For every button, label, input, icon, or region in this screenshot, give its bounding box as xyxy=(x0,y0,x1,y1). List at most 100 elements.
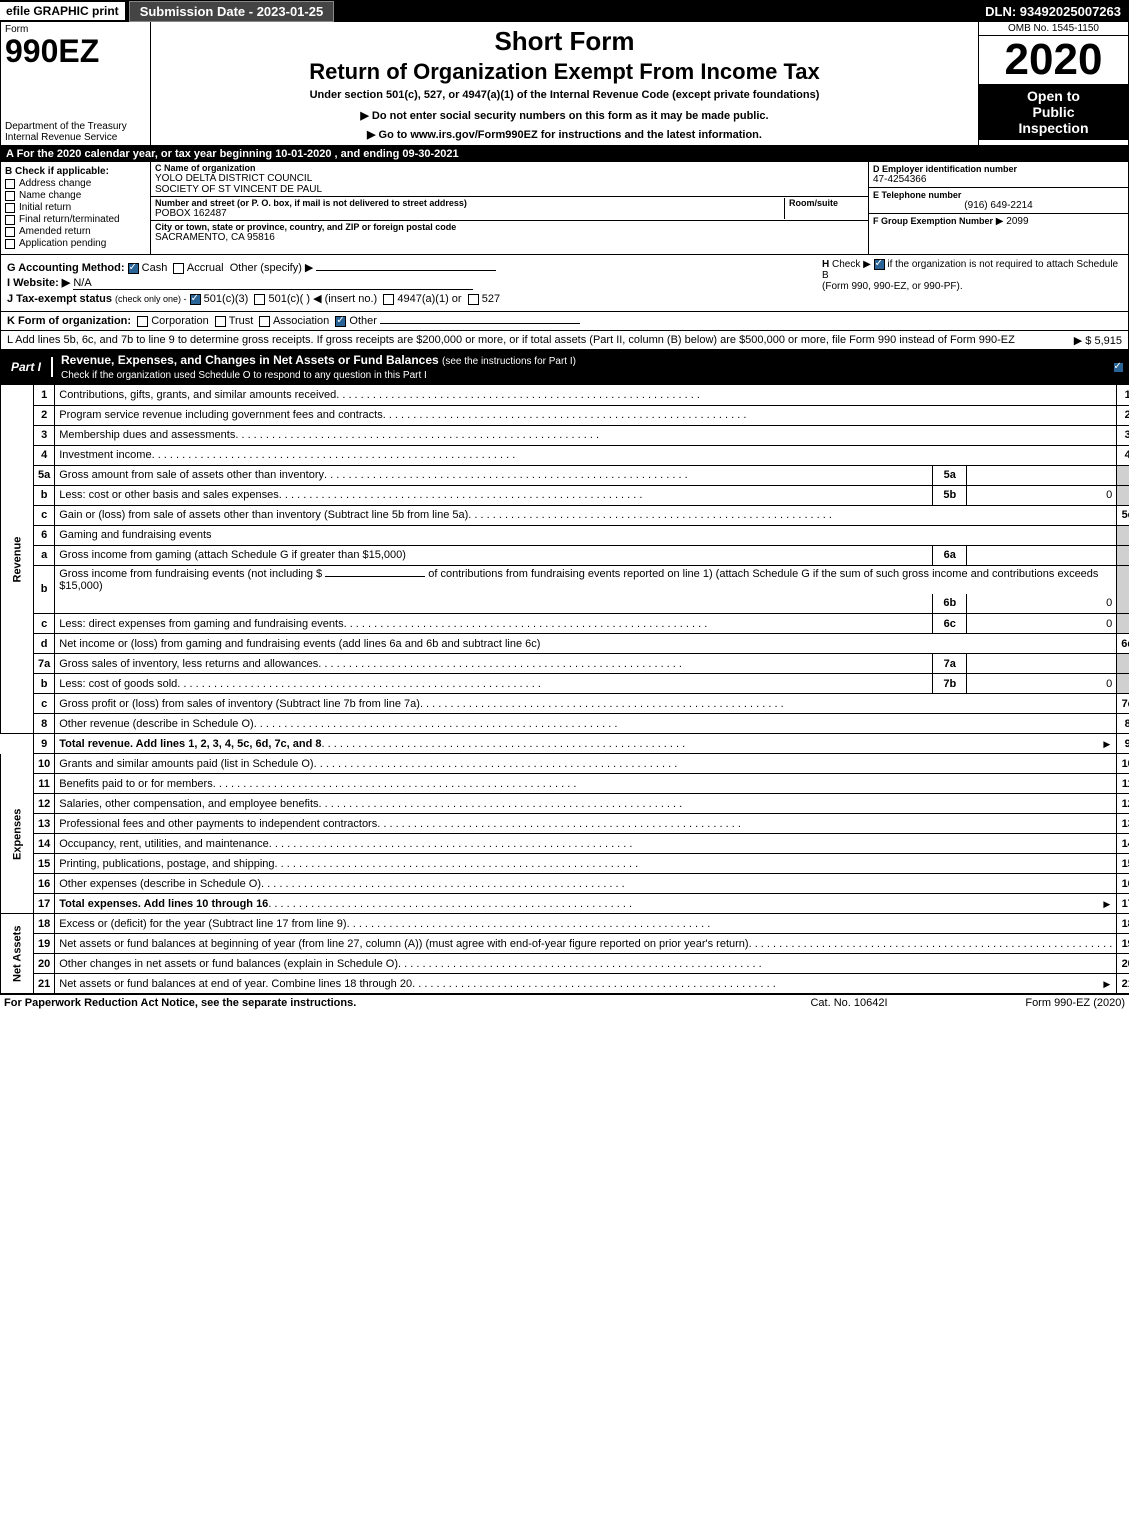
goto-link[interactable]: ▶ Go to www.irs.gov/Form990EZ for instru… xyxy=(157,128,972,141)
part-1-label: Part I xyxy=(1,357,53,377)
line-17-desc: Total expenses. Add lines 10 through 16 xyxy=(59,898,268,910)
section-c: C Name of organization YOLO DELTA DISTRI… xyxy=(151,162,868,254)
open-public-inspection: Open to Public Inspection xyxy=(979,84,1128,140)
line-6b-subval: 0 xyxy=(967,594,1117,614)
checkbox-association[interactable] xyxy=(259,316,270,327)
section-a-tax-year: A For the 2020 calendar year, or tax yea… xyxy=(0,146,1129,162)
part-1-check-line: Check if the organization used Schedule … xyxy=(61,370,427,381)
form-number: 990EZ xyxy=(5,35,146,67)
checkbox-trust[interactable] xyxy=(215,316,226,327)
line-7c-desc: Gross profit or (loss) from sales of inv… xyxy=(59,698,420,710)
line-12-desc: Salaries, other compensation, and employ… xyxy=(59,798,318,810)
section-l-value: ▶ $ 5,915 xyxy=(1074,334,1122,347)
netassets-side-label: Net Assets xyxy=(1,914,34,994)
checkbox-final-return[interactable]: Final return/terminated xyxy=(5,214,146,225)
line-6d-desc: Net income or (loss) from gaming and fun… xyxy=(59,638,540,650)
room-label: Room/suite xyxy=(789,198,864,208)
omb-number: OMB No. 1545-1150 xyxy=(979,22,1128,36)
section-def: D Employer identification number 47-4254… xyxy=(868,162,1128,254)
checkbox-cash[interactable] xyxy=(128,263,139,274)
line-21-desc: Net assets or fund balances at end of ye… xyxy=(59,978,412,990)
part-1-table: Revenue 1 Contributions, gifts, grants, … xyxy=(0,385,1129,994)
line-18-desc: Excess or (deficit) for the year (Subtra… xyxy=(59,918,346,930)
checkbox-schedule-o[interactable] xyxy=(1113,362,1124,373)
part-1-header: Part I Revenue, Expenses, and Changes in… xyxy=(0,350,1129,385)
short-form-title: Short Form xyxy=(157,26,972,57)
section-b-label: B Check if applicable: xyxy=(5,166,146,177)
no-ssn-note: ▶ Do not enter social security numbers o… xyxy=(157,109,972,122)
section-l: L Add lines 5b, 6c, and 7b to line 9 to … xyxy=(0,331,1129,350)
ein-label: D Employer identification number xyxy=(873,164,1124,174)
checkbox-initial-return[interactable]: Initial return xyxy=(5,202,146,213)
under-section: Under section 501(c), 527, or 4947(a)(1)… xyxy=(157,89,972,101)
checkbox-other-org[interactable] xyxy=(335,316,346,327)
footer-left: For Paperwork Reduction Act Notice, see … xyxy=(0,997,749,1009)
section-h: H Check ▶ if the organization is not req… xyxy=(822,259,1122,307)
section-ghij: G Accounting Method: Cash Accrual Other … xyxy=(0,255,1129,312)
part-1-sub: (see the instructions for Part I) xyxy=(442,356,576,367)
group-exemption-value: ▶ 2099 xyxy=(996,216,1029,227)
line-20-desc: Other changes in net assets or fund bala… xyxy=(59,958,398,970)
revenue-side-label: Revenue xyxy=(1,385,34,734)
dept-treasury: Department of the Treasury xyxy=(5,121,146,132)
info-block: B Check if applicable: Address change Na… xyxy=(0,162,1129,255)
line-2-desc: Program service revenue including govern… xyxy=(59,409,382,421)
website-value: N/A xyxy=(73,277,473,290)
top-bar: efile GRAPHIC print Submission Date - 20… xyxy=(0,0,1129,22)
line-6b-desc1: Gross income from fundraising events (no… xyxy=(59,568,322,580)
line-19-desc: Net assets or fund balances at beginning… xyxy=(59,938,748,950)
checkbox-4947[interactable] xyxy=(383,294,394,305)
irs-label: Internal Revenue Service xyxy=(5,132,146,143)
submission-date: Submission Date - 2023-01-25 xyxy=(129,1,335,22)
line-5a-subval xyxy=(967,465,1117,485)
line-7a-subval xyxy=(967,654,1117,674)
group-exemption-label: F Group Exemption Number xyxy=(873,216,993,226)
line-1-desc: Contributions, gifts, grants, and simila… xyxy=(59,389,336,401)
checkbox-accrual[interactable] xyxy=(173,263,184,274)
header-center: Short Form Return of Organization Exempt… xyxy=(151,22,978,145)
tax-year: 2020 xyxy=(979,36,1128,84)
line-6c-subval: 0 xyxy=(967,614,1117,634)
main-title: Return of Organization Exempt From Incom… xyxy=(157,59,972,85)
org-name-label: C Name of organization xyxy=(155,163,864,173)
section-i: I Website: ▶ N/A xyxy=(7,276,822,290)
city-value: SACRAMENTO, CA 95816 xyxy=(155,232,864,243)
address-label: Number and street (or P. O. box, if mail… xyxy=(155,198,784,208)
checkbox-application-pending[interactable]: Application pending xyxy=(5,238,146,249)
section-k: K Form of organization: Corporation Trus… xyxy=(0,312,1129,331)
checkbox-address-change[interactable]: Address change xyxy=(5,178,146,189)
line-16-desc: Other expenses (describe in Schedule O) xyxy=(59,878,261,890)
line-6-desc: Gaming and fundraising events xyxy=(55,525,1117,545)
section-g: G Accounting Method: Cash Accrual Other … xyxy=(7,261,822,274)
address-value: POBOX 162487 xyxy=(155,208,784,219)
checkbox-corporation[interactable] xyxy=(137,316,148,327)
ein-value: 47-4254366 xyxy=(873,174,1124,185)
expenses-side-label: Expenses xyxy=(1,754,34,914)
checkbox-501c3[interactable] xyxy=(190,294,201,305)
line-5c-desc: Gain or (loss) from sale of assets other… xyxy=(59,509,468,521)
line-5b-subval: 0 xyxy=(967,485,1117,505)
checkbox-name-change[interactable]: Name change xyxy=(5,190,146,201)
section-j: J Tax-exempt status (check only one) - 5… xyxy=(7,292,822,305)
phone-label: E Telephone number xyxy=(873,190,1124,200)
checkbox-amended-return[interactable]: Amended return xyxy=(5,226,146,237)
line-9-desc: Total revenue. Add lines 1, 2, 3, 4, 5c,… xyxy=(59,738,321,750)
line-7b-subval: 0 xyxy=(967,674,1117,694)
efile-label[interactable]: efile GRAPHIC print xyxy=(0,2,125,20)
line-6a-desc: Gross income from gaming (attach Schedul… xyxy=(59,549,406,561)
line-8-desc: Other revenue (describe in Schedule O) xyxy=(59,718,253,730)
line-6c-desc: Less: direct expenses from gaming and fu… xyxy=(59,618,343,630)
city-label: City or town, state or province, country… xyxy=(155,222,864,232)
line-10-desc: Grants and similar amounts paid (list in… xyxy=(59,758,313,770)
footer-catalog: Cat. No. 10642I xyxy=(749,997,949,1009)
dln-label: DLN: 93492025007263 xyxy=(977,2,1129,21)
phone-value: (916) 649-2214 xyxy=(873,200,1124,211)
header-left: Form 990EZ Department of the Treasury In… xyxy=(1,22,151,145)
part-1-title: Revenue, Expenses, and Changes in Net As… xyxy=(61,353,439,367)
line-7b-desc: Less: cost of goods sold xyxy=(59,678,177,690)
line-1-num: 1 xyxy=(34,385,55,405)
checkbox-h[interactable] xyxy=(874,259,885,270)
checkbox-501c[interactable] xyxy=(254,294,265,305)
checkbox-527[interactable] xyxy=(468,294,479,305)
line-5a-desc: Gross amount from sale of assets other t… xyxy=(59,469,324,481)
